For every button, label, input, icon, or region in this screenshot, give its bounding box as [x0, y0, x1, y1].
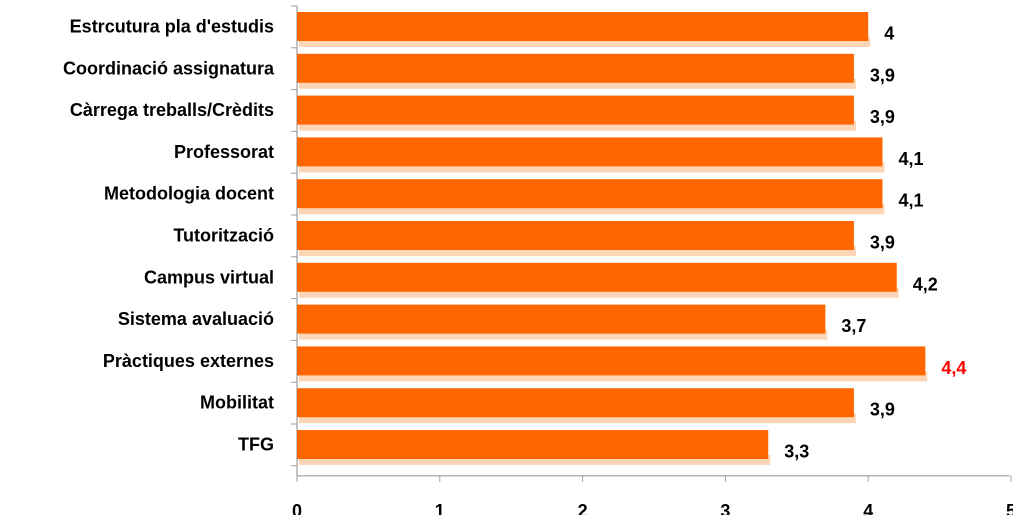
- category-label: Tutorització: [173, 226, 274, 246]
- category-label: Campus virtual: [144, 267, 274, 287]
- bar-shadow: [299, 287, 899, 298]
- value-label: 4,1: [898, 191, 923, 211]
- value-label: 3,9: [870, 65, 895, 85]
- category-label: Professorat: [174, 142, 274, 162]
- category-label: Coordinació assignatura: [63, 58, 275, 78]
- value-label: 4,2: [913, 274, 938, 294]
- category-label: Pràctiques externes: [103, 351, 274, 371]
- x-tick-label: 2: [578, 501, 588, 515]
- bar: [297, 388, 854, 418]
- category-label: TFG: [238, 435, 274, 455]
- bar: [297, 53, 854, 83]
- bar-shadow: [299, 329, 828, 340]
- x-tick-label: 5: [1006, 501, 1013, 515]
- category-label: Estrcutura pla d'estudis: [70, 17, 274, 37]
- x-tick-label: 4: [863, 501, 873, 515]
- bar: [297, 95, 854, 125]
- bar: [297, 304, 826, 334]
- category-label: Metodologia docent: [104, 184, 274, 204]
- bar-shadow: [299, 455, 771, 465]
- value-label: 3,3: [784, 442, 809, 462]
- category-label: Mobilitat: [200, 393, 274, 413]
- value-label: 4,1: [898, 149, 923, 169]
- bar: [297, 12, 869, 41]
- bar: [297, 262, 897, 292]
- bar: [297, 221, 854, 250]
- bar: [297, 430, 769, 459]
- value-label: 4: [884, 24, 894, 44]
- value-label: 3,7: [841, 316, 866, 336]
- x-tick-label: 0: [292, 501, 302, 515]
- value-label: 3,9: [870, 107, 895, 127]
- bar: [297, 346, 926, 376]
- x-tick-label: 1: [435, 501, 445, 515]
- bar-shadow: [299, 120, 856, 131]
- value-label: 4,4: [941, 358, 966, 378]
- category-label: Sistema avaluació: [118, 309, 274, 329]
- category-label: Càrrega treballs/Crèdits: [70, 100, 274, 120]
- value-label: 3,9: [870, 233, 895, 253]
- bar-shadow: [299, 78, 856, 89]
- x-tick-label: 3: [720, 501, 730, 515]
- bar-shadow: [299, 246, 856, 256]
- bar: [297, 137, 883, 167]
- bar-shadow: [299, 204, 885, 215]
- bar-shadow: [299, 413, 856, 424]
- bar-shadow: [299, 371, 928, 382]
- bar-shadow: [299, 162, 885, 173]
- bar-shadow: [299, 37, 871, 47]
- value-label: 3,9: [870, 400, 895, 420]
- bar: [297, 179, 883, 209]
